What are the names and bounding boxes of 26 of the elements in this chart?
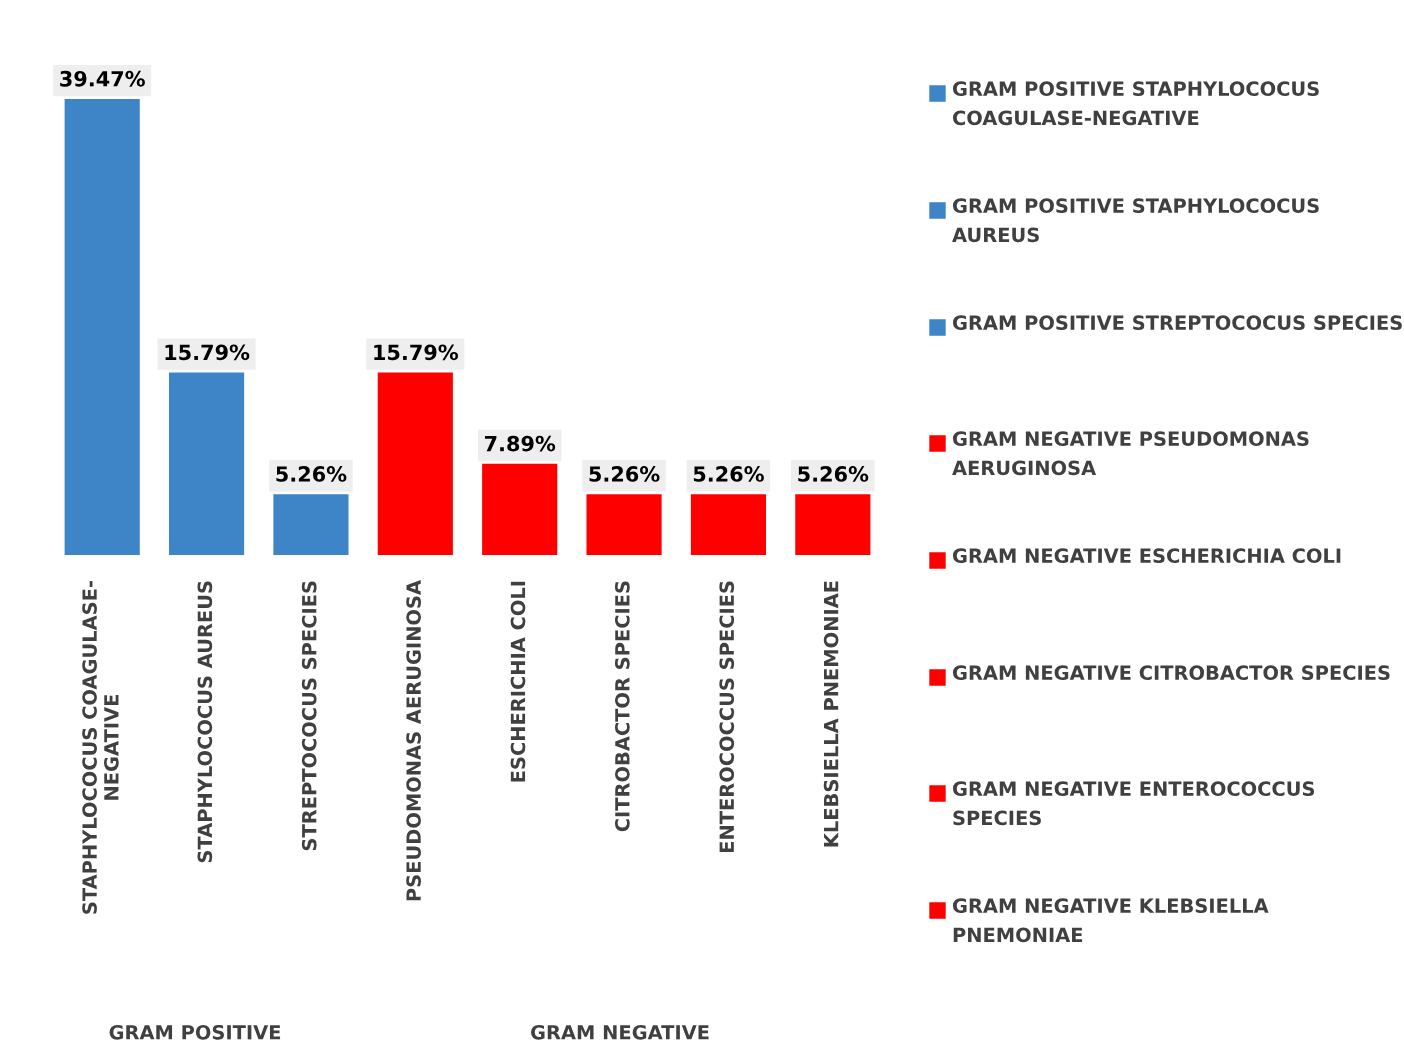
x-tick-label: CITROBACTOR SPECIES [615, 581, 630, 832]
x-tick-label: PSEUDOMONAS AERUGINOSA [406, 580, 421, 901]
x-tick-label: STAPHYLOCOCUS COAGULASE-NEGATIVE [82, 581, 119, 914]
legend-label: GRAM NEGATIVE CITROBACTOR SPECIES [952, 665, 1390, 681]
data-label: 5.26% [798, 466, 869, 482]
legend-label: GRAM POSITIVE STAPHYLOCOCUS COAGULASE-NEGATIVE [952, 81, 1319, 126]
text: GRAM POSITIVE [109, 1024, 281, 1040]
data-label: 15.79% [374, 344, 459, 361]
x-tick-label: STREPTOCOCUS SPECIES [301, 581, 317, 851]
legend-label: GRAM POSITIVE STREPTOCOCUS SPECIES [952, 315, 1402, 331]
data-label: 5.26% [276, 466, 347, 482]
data-label: 5.26% [693, 466, 764, 482]
legend-label: GRAM POSITIVE STAPHYLOCOCUS AUREUS [952, 198, 1319, 243]
text: GRAM NEGATIVE [530, 1024, 709, 1040]
x-tick-label: STAPHYLOCOCUS AUREUS [197, 581, 213, 863]
legend-label: GRAM NEGATIVE KLEBSIELLA PNEMONIAE [952, 898, 1269, 943]
legend-label: GRAM NEGATIVE ENTEROCOCCUS SPECIES [952, 781, 1315, 826]
data-label: 5.26% [589, 466, 660, 482]
data-label: 7.89% [484, 435, 556, 452]
x-tick-label: ENTEROCOCCUS SPECIES [719, 581, 735, 853]
data-label: 15.79% [165, 344, 250, 361]
legend-label: GRAM NEGATIVE PSEUDOMONAS AERUGINOSA [952, 431, 1309, 476]
legend-label: GRAM NEGATIVE ESCHERICHIA COLI [952, 548, 1341, 564]
x-tick-label: KLEBSIELLA PNEMONIAE [823, 581, 839, 847]
x-tick-label: ESCHERICHIA COLI [510, 581, 526, 782]
data-label: 39.47% [60, 70, 145, 87]
